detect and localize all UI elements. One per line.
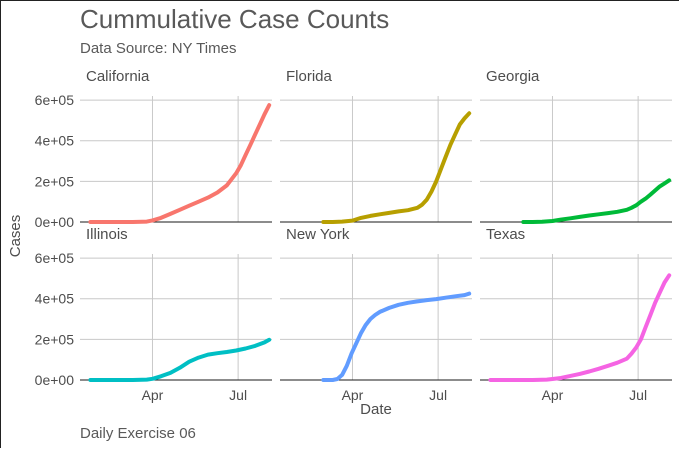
facet-label: Florida [286,68,333,85]
y-tick-label: 0e+00 [35,372,75,388]
panel-florida: Florida [280,68,472,224]
x-axis-title: Date [360,401,392,418]
series-line [488,273,672,382]
series-line [88,337,272,382]
chart-subtitle: Data Source: NY Times [80,40,237,57]
y-tick-label: 4e+05 [35,291,75,307]
series-line [521,178,672,224]
x-tick-label: Jul [429,387,447,403]
facet-label: Illinois [86,226,128,243]
facet-label: Texas [486,226,525,243]
x-tick-label: Jul [629,387,647,403]
panel-illinois: Illinois 0e+00 2e+05 4e+05 6e+05 Apr Jul [35,226,272,403]
panel-texas: Texas Apr Jul [480,226,672,403]
panel-california: California 0e+00 2e+05 4e+05 6e+05 [35,68,272,230]
y-tick-label: 6e+05 [35,92,75,108]
series-line [321,111,472,224]
facet-label: California [86,68,150,85]
series-line [321,291,472,382]
y-axis-title: Cases [7,215,24,258]
panel-new-york: New York Apr Jul [280,226,472,403]
y-tick-label: 6e+05 [35,250,75,266]
y-tick-label: 2e+05 [35,331,75,347]
x-tick-label: Apr [142,387,164,403]
y-tick-label: 4e+05 [35,133,75,149]
chart-caption: Daily Exercise 06 [80,425,196,442]
x-tick-label: Apr [542,387,564,403]
y-tick-label: 2e+05 [35,173,75,189]
chart-title: Cummulative Case Counts [80,4,390,34]
series-line [88,103,272,224]
facet-label: New York [286,226,350,243]
x-tick-label: Apr [342,387,364,403]
x-tick-label: Jul [229,387,247,403]
y-tick-label: 0e+00 [35,214,75,230]
panel-georgia: Georgia [480,68,672,224]
facet-label: Georgia [486,68,540,85]
